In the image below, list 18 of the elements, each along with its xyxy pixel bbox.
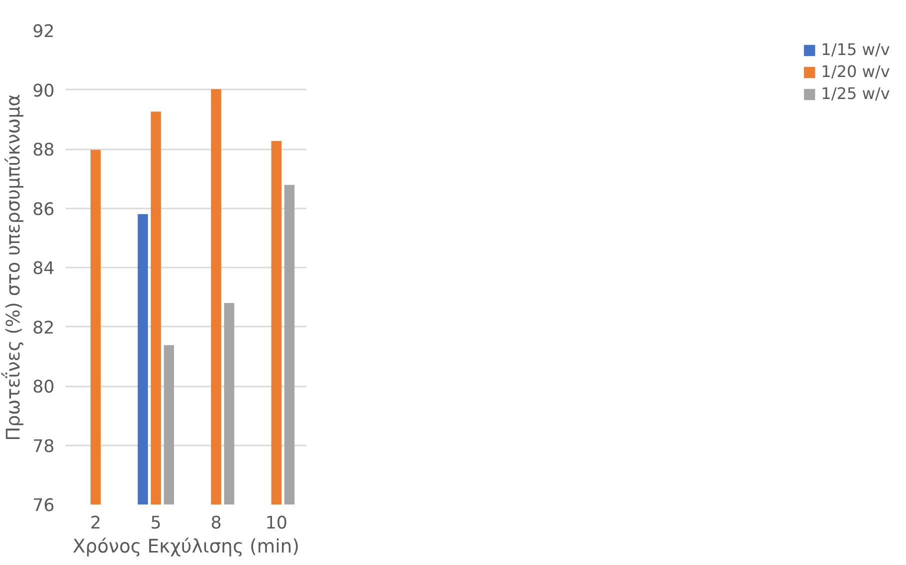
x-tick-label: 10 bbox=[265, 514, 288, 534]
y-tick-label: 88 bbox=[32, 140, 55, 160]
y-axis-title: Πρωτεΐνες (%) στο υπερσυμπύκνωμα bbox=[0, 94, 24, 441]
y-tick-label: 76 bbox=[32, 496, 55, 516]
x-tick-label: 5 bbox=[150, 514, 162, 534]
y-tick-label: 78 bbox=[32, 436, 55, 457]
legend-label: 1/25 w/v bbox=[821, 84, 890, 103]
y-tick-label: 82 bbox=[32, 318, 55, 338]
x-axis-title: Χρόνος Εκχύλισης (min) bbox=[72, 536, 300, 558]
y-tick-label: 92 bbox=[32, 22, 55, 42]
x-tick-label: 8 bbox=[210, 514, 222, 534]
y-tick-label: 80 bbox=[32, 378, 55, 398]
y-tick-label: 90 bbox=[32, 81, 55, 102]
y-tick-label: 86 bbox=[32, 200, 55, 220]
x-tick-label: 2 bbox=[90, 514, 102, 534]
legend-label: 1/15 w/v bbox=[821, 40, 890, 59]
legend-label: 1/20 w/v bbox=[821, 62, 890, 81]
y-tick-label: 84 bbox=[32, 259, 55, 279]
